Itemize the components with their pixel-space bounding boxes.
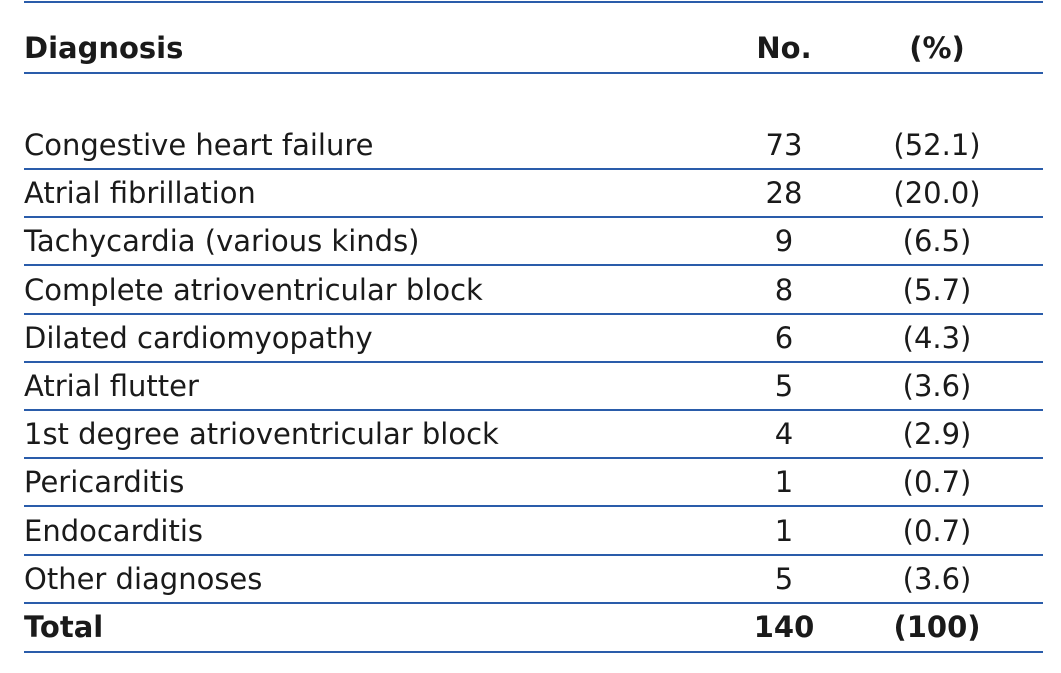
header-cell: (%) [909,31,965,65]
body-cell: 4 [774,417,794,452]
body-cell: (0.7) [902,513,972,548]
body-cell: (5.7) [902,272,972,307]
body-cell: Complete atrioventricular block [24,272,483,307]
body-cell: (3.6) [902,561,972,596]
body-cell: (52.1) [893,128,981,162]
rule [24,651,1043,653]
body-cell: Atrial flutter [24,369,199,403]
rule [24,216,1043,218]
body-cell: (6.5) [902,224,972,259]
body-cell: 73 [765,128,803,162]
body-cell: Endocarditis [24,513,203,548]
body-cell: (0.7) [902,465,972,500]
body-cell: (4.3) [902,320,972,355]
rule [24,72,1043,74]
rule [24,361,1043,363]
body-cell: Other diagnoses [24,561,263,596]
rule [24,457,1043,459]
body-cell: Atrial fibrillation [24,176,256,211]
rule [24,264,1043,266]
rule [24,313,1043,315]
total-cell: (100) [893,610,981,644]
body-cell: 8 [774,272,794,307]
body-cell: (2.9) [902,417,972,452]
total-cell: Total [24,610,104,644]
rule [24,1,1043,3]
rule [24,168,1043,170]
body-cell: 5 [774,369,794,403]
rule [24,554,1043,556]
body-cell: 1 [774,513,794,548]
header-cell: Diagnosis [24,31,184,65]
body-cell: (3.6) [902,369,972,403]
body-cell: 28 [765,176,803,211]
total-cell: 140 [753,610,815,644]
body-cell: Pericarditis [24,465,185,500]
body-cell: 5 [774,561,794,596]
body-cell: 1 [774,465,794,500]
rule [24,409,1043,411]
body-cell: Tachycardia (various kinds) [24,224,420,259]
body-cell: 9 [774,224,794,259]
body-cell: 6 [774,320,794,355]
body-cell: 1st degree atrioventricular block [24,417,499,452]
body-cell: (20.0) [893,176,981,211]
body-cell: Dilated cardiomyopathy [24,320,373,355]
rule [24,505,1043,507]
body-cell: Congestive heart failure [24,128,374,162]
rule [24,602,1043,604]
header-cell: No. [756,31,812,65]
